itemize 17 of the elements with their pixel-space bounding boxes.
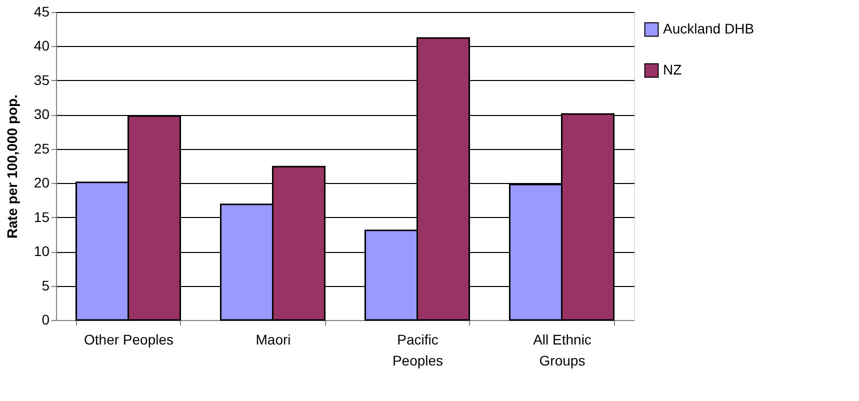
- y-axis-title: Rate per 100,000 pop.: [4, 94, 20, 238]
- x-tick-label: Pacific Peoples: [392, 332, 444, 368]
- y-tick-label: 45: [34, 4, 50, 20]
- y-tick-label: 35: [34, 72, 50, 88]
- y-tick-label: 10: [34, 243, 50, 260]
- y-tick-label: 25: [34, 140, 50, 156]
- y-tick-label: 5: [42, 277, 50, 294]
- x-tick-label: Maori: [256, 332, 291, 348]
- legend-label: Auckland DHB: [663, 20, 754, 36]
- y-tick-label: 20: [34, 174, 50, 191]
- legend-label: NZ: [663, 62, 682, 78]
- y-tick-label: 0: [42, 312, 50, 328]
- y-tick-label: 40: [34, 38, 50, 54]
- y-tick-label: 30: [34, 106, 50, 122]
- x-tick-label: All Ethnic Groups: [533, 332, 592, 368]
- y-tick-label: 15: [34, 208, 50, 225]
- x-tick-label: Other Peoples: [84, 332, 174, 348]
